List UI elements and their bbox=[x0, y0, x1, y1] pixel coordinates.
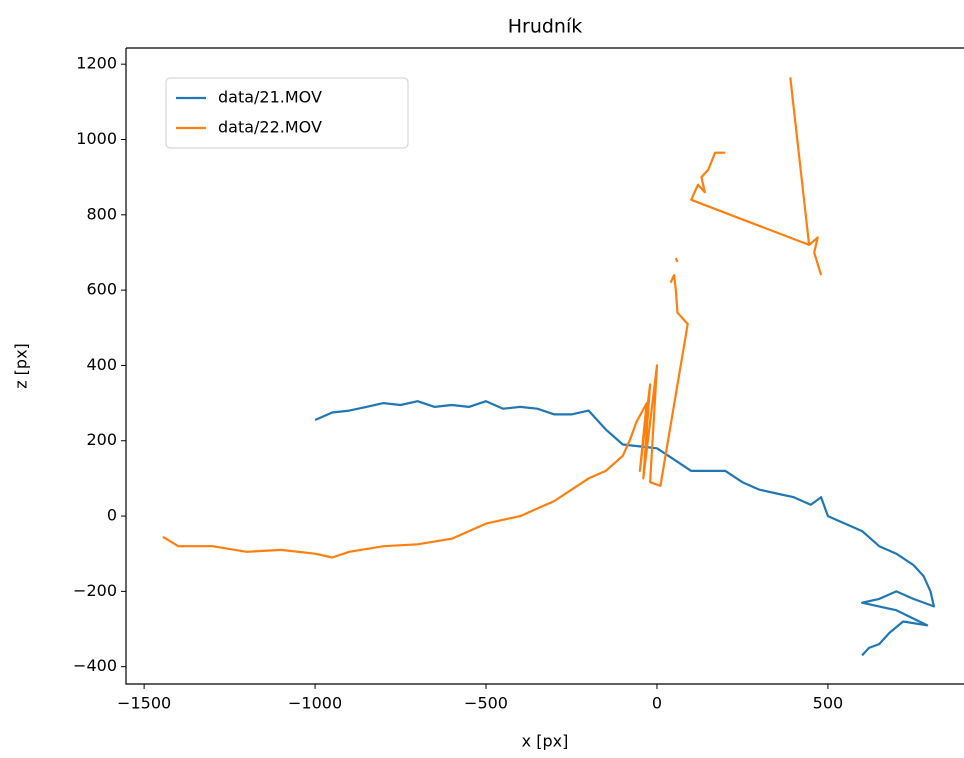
x-tick-label: −1500 bbox=[117, 694, 171, 713]
y-tick-label: 1200 bbox=[76, 54, 117, 73]
y-axis-label: z [px] bbox=[12, 343, 31, 389]
x-tick-label: 500 bbox=[813, 694, 844, 713]
x-tick-label: 0 bbox=[652, 694, 662, 713]
y-tick-label: 400 bbox=[86, 355, 117, 374]
x-axis-label: x [px] bbox=[522, 732, 569, 751]
y-tick-label: 0 bbox=[107, 506, 117, 525]
y-tick-label: 800 bbox=[86, 204, 117, 223]
legend-label: data/21.MOV bbox=[218, 88, 322, 107]
legend-label: data/22.MOV bbox=[218, 118, 322, 137]
y-tick-label: 1000 bbox=[76, 129, 117, 148]
x-tick-label: −1000 bbox=[288, 694, 342, 713]
y-tick-label: 200 bbox=[86, 430, 117, 449]
chart-title: Hrudník bbox=[508, 16, 583, 38]
legend-box bbox=[165, 77, 409, 149]
y-tick-label: −400 bbox=[73, 656, 117, 675]
x-tick-label: −500 bbox=[464, 694, 508, 713]
y-tick-label: −200 bbox=[73, 581, 117, 600]
plot-area bbox=[162, 77, 935, 657]
data-line bbox=[314, 400, 935, 657]
data-line bbox=[162, 77, 823, 559]
y-tick-label: 600 bbox=[86, 280, 117, 299]
axes-frame bbox=[125, 47, 964, 685]
